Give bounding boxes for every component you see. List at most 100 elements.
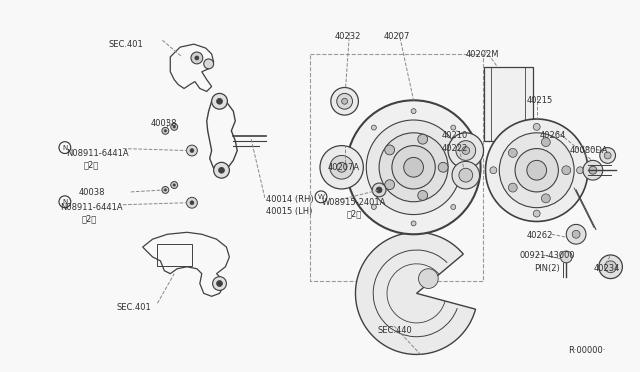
Bar: [157, 244, 192, 266]
Circle shape: [355, 165, 360, 170]
Circle shape: [173, 126, 175, 128]
Text: R·00000·: R·00000·: [568, 346, 605, 355]
Circle shape: [490, 167, 497, 174]
Text: （2）: （2）: [82, 215, 97, 224]
Circle shape: [508, 183, 517, 192]
Circle shape: [486, 119, 588, 221]
Circle shape: [347, 100, 481, 234]
Text: 40207A: 40207A: [328, 163, 360, 172]
Text: 40202M: 40202M: [466, 50, 499, 59]
Circle shape: [499, 133, 574, 208]
Text: PIN(2): PIN(2): [534, 264, 559, 273]
Circle shape: [371, 205, 376, 209]
Text: 40080DA: 40080DA: [569, 145, 608, 155]
Text: 40014 (RH): 40014 (RH): [266, 195, 314, 204]
Text: 40264: 40264: [540, 131, 566, 140]
Circle shape: [562, 166, 571, 175]
Circle shape: [216, 280, 223, 286]
Text: N: N: [62, 199, 67, 205]
Circle shape: [171, 124, 178, 130]
Circle shape: [392, 145, 435, 189]
Circle shape: [164, 189, 166, 191]
Text: W: W: [317, 194, 324, 200]
Circle shape: [589, 166, 597, 174]
Circle shape: [600, 148, 616, 163]
Circle shape: [372, 183, 386, 197]
Circle shape: [451, 125, 456, 130]
Circle shape: [214, 162, 229, 178]
Circle shape: [452, 161, 479, 189]
Circle shape: [379, 133, 448, 202]
Circle shape: [411, 221, 416, 226]
Circle shape: [438, 162, 448, 172]
Text: （2）: （2）: [347, 210, 362, 219]
Circle shape: [164, 130, 166, 132]
Circle shape: [418, 190, 428, 200]
Text: W08915-2401A: W08915-2401A: [322, 198, 387, 207]
Circle shape: [366, 120, 461, 215]
Circle shape: [561, 251, 572, 263]
Text: N08911-6441A: N08911-6441A: [60, 203, 123, 212]
Circle shape: [190, 201, 194, 205]
Bar: [310, 54, 483, 280]
Circle shape: [186, 145, 197, 156]
Text: 40015 (LH): 40015 (LH): [266, 207, 312, 216]
Circle shape: [527, 160, 547, 180]
Circle shape: [330, 155, 353, 179]
Circle shape: [195, 56, 199, 60]
Circle shape: [191, 52, 203, 64]
Circle shape: [605, 261, 616, 273]
Circle shape: [604, 152, 611, 159]
Text: 40262: 40262: [527, 231, 553, 240]
Circle shape: [216, 98, 223, 104]
Text: SEC.401: SEC.401: [108, 40, 143, 49]
Circle shape: [186, 197, 197, 208]
Text: 40038: 40038: [150, 119, 177, 128]
Circle shape: [418, 134, 428, 144]
Text: N08911-6441A: N08911-6441A: [66, 148, 129, 158]
Text: 40038: 40038: [79, 188, 105, 197]
Circle shape: [385, 180, 395, 190]
Circle shape: [451, 205, 456, 209]
Circle shape: [404, 157, 424, 177]
Circle shape: [320, 145, 364, 189]
Circle shape: [162, 186, 169, 193]
Bar: [484, 67, 532, 141]
Circle shape: [456, 141, 476, 160]
Circle shape: [411, 109, 416, 113]
Circle shape: [508, 148, 517, 157]
Circle shape: [173, 184, 175, 186]
Circle shape: [533, 210, 540, 217]
Circle shape: [371, 125, 376, 130]
Circle shape: [515, 148, 558, 192]
Text: （2）: （2）: [84, 160, 99, 169]
Circle shape: [448, 133, 484, 168]
Circle shape: [385, 145, 395, 155]
Text: 40215: 40215: [527, 96, 553, 105]
Text: SEC.440: SEC.440: [377, 326, 412, 335]
Circle shape: [459, 168, 473, 182]
Circle shape: [541, 138, 550, 147]
Text: 40207: 40207: [384, 32, 410, 41]
Text: 40234: 40234: [594, 264, 620, 273]
Circle shape: [190, 148, 194, 153]
Circle shape: [342, 98, 348, 104]
Circle shape: [337, 93, 353, 109]
Text: SEC.401: SEC.401: [116, 303, 151, 312]
Circle shape: [541, 194, 550, 203]
Circle shape: [419, 269, 438, 288]
Circle shape: [583, 160, 603, 180]
Circle shape: [204, 59, 214, 69]
Circle shape: [331, 87, 358, 115]
Text: 40210: 40210: [441, 131, 467, 140]
Circle shape: [533, 124, 540, 130]
Circle shape: [212, 277, 227, 291]
Circle shape: [462, 147, 470, 154]
Text: 40222: 40222: [441, 144, 467, 153]
Circle shape: [218, 167, 225, 173]
Circle shape: [467, 165, 472, 170]
Circle shape: [376, 187, 382, 193]
Text: N: N: [62, 145, 67, 151]
Circle shape: [566, 224, 586, 244]
Circle shape: [599, 255, 623, 279]
